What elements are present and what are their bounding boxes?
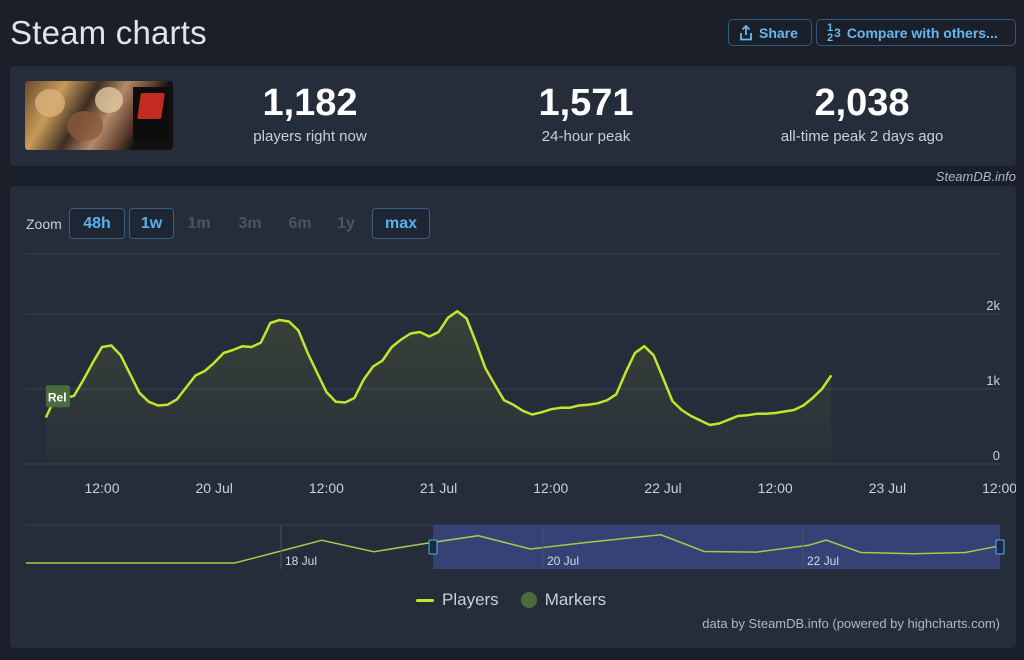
navigator-label: 18 Jul: [285, 554, 317, 568]
share-icon: [740, 24, 752, 40]
release-marker[interactable]: Rel: [45, 385, 70, 408]
zoom-1y-button[interactable]: 1y: [337, 214, 355, 232]
x-tick-label: 12:00: [309, 480, 344, 496]
legend-players[interactable]: Players: [416, 590, 499, 610]
player-chart[interactable]: Rel 2k 1k 0 12:00 20 Jul 12:00 21 Jul 12:00 22 …: [10, 186, 1016, 586]
release-marker-label: Rel: [48, 390, 67, 404]
compare-icon: 1 2 3: [827, 21, 841, 44]
stat-current-value: 1,182: [262, 82, 358, 124]
navigator-left-handle[interactable]: [428, 539, 438, 555]
zoom-1w-button[interactable]: 1w: [129, 208, 174, 239]
players-series-line[interactable]: [44, 309, 833, 427]
share-button[interactable]: Share: [728, 19, 812, 46]
stats-panel: 1,182 players right now 1,571 24-hour pe…: [10, 66, 1016, 166]
legend-markers-swatch: [520, 592, 537, 608]
release-marker-box: [45, 385, 70, 408]
legend-markers-label: Markers: [544, 590, 607, 609]
compare-glyph-top: 1: [827, 21, 834, 34]
compare-glyph-mid: 3: [834, 25, 841, 40]
players-area: [45, 311, 832, 464]
zoom-1m-button[interactable]: 1m: [187, 214, 211, 232]
navigator[interactable]: 18 Jul 20 Jul 22 Jul: [26, 524, 1005, 569]
x-tick-label: 12:00: [533, 480, 568, 496]
navigator-dividers: [280, 525, 804, 569]
zoom-48h-button[interactable]: 48h: [69, 208, 125, 239]
stat-24h-label: 24-hour peak: [541, 128, 631, 145]
navigator-label: 20 Jul: [547, 554, 579, 568]
zoom-3m-button[interactable]: 3m: [238, 214, 262, 232]
chart-panel: Zoom 48h 1w 1m 3m 6m 1y max Rel 2k 1k 0 12…: [10, 186, 1016, 648]
y-tick-label: 2k: [986, 298, 1000, 313]
navigator-selection[interactable]: [433, 525, 1000, 569]
x-tick-label: 12:00: [84, 480, 119, 496]
y-tick-label: 0: [993, 448, 1000, 463]
stat-current-label: players right now: [253, 128, 367, 145]
zoom-label: Zoom: [26, 216, 62, 232]
thumb-art-1: [35, 89, 65, 117]
y-axis-labels: 2k 1k 0: [986, 298, 1000, 463]
stat-alltime-value: 2,038: [814, 82, 910, 124]
x-axis-labels: 12:00 20 Jul 12:00 21 Jul 12:00 22 Jul 12:00 23…: [84, 480, 1016, 496]
compare-label: Compare with others...: [846, 24, 998, 41]
stat-24h-value: 1,571: [538, 82, 634, 124]
stat-alltime-peak: 2,038 all-time peak 2 days ago: [742, 83, 982, 145]
highcharts-credit[interactable]: data by SteamDB.info (powered by highcha…: [702, 616, 1000, 631]
navigator-label: 22 Jul: [807, 554, 839, 568]
x-tick-label: 23 Jul: [869, 480, 906, 496]
zoom-max-button[interactable]: max: [372, 208, 430, 239]
stat-alltime-label: all-time peak 2 days ago: [780, 128, 944, 145]
zoom-6m-button[interactable]: 6m: [288, 214, 312, 232]
x-tick-label: 21 Jul: [420, 480, 457, 496]
navigator-series: [26, 534, 1001, 564]
x-tick-label: 22 Jul: [644, 480, 681, 496]
legend-players-swatch: [416, 598, 434, 602]
x-tick-label: 12:00: [758, 480, 793, 496]
game-logo-mark: [137, 93, 165, 119]
x-tick-label: 12:00: [982, 480, 1016, 496]
thumb-art-3: [95, 87, 123, 113]
compare-glyph-bot: 2: [827, 31, 834, 44]
compare-button[interactable]: 1 2 3 Compare with others...: [816, 19, 1016, 46]
share-label: Share: [759, 24, 798, 41]
chart-legend: Players Markers: [416, 590, 606, 610]
thumb-art-2: [67, 111, 103, 141]
navigator-labels: 18 Jul 20 Jul 22 Jul: [285, 554, 839, 568]
x-tick-label: 20 Jul: [196, 480, 233, 496]
y-tick-label: 1k: [986, 373, 1000, 388]
navigator-right-handle[interactable]: [995, 539, 1005, 555]
stat-current-players: 1,182 players right now: [190, 83, 430, 145]
legend-markers[interactable]: Markers: [520, 590, 607, 610]
page-title: Steam charts: [10, 14, 207, 51]
stat-24h-peak: 1,571 24-hour peak: [466, 83, 706, 145]
legend-players-label: Players: [442, 590, 499, 609]
game-logo: [133, 87, 169, 141]
game-thumbnail[interactable]: [25, 81, 173, 150]
steamdb-credit-link[interactable]: SteamDB.info: [935, 169, 1016, 184]
